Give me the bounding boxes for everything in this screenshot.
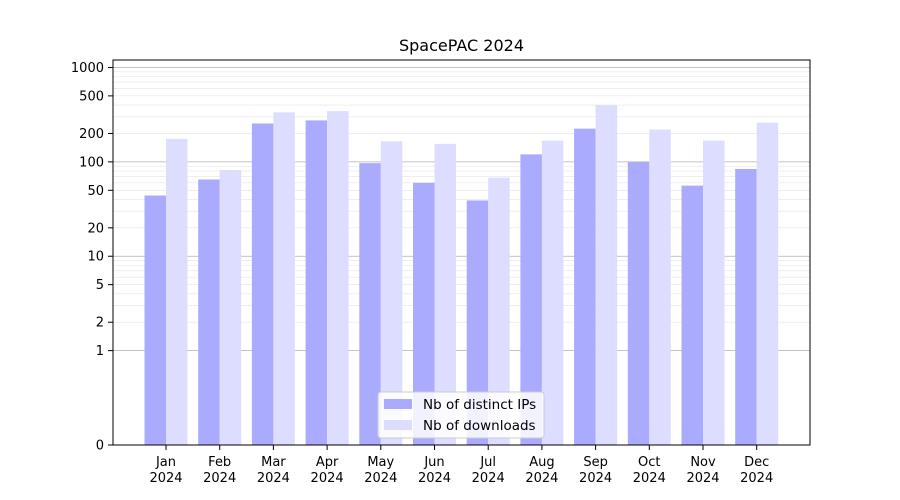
x-tick-label-month: Jul [479, 455, 496, 470]
bar-distinct-ips [198, 179, 220, 445]
bar-distinct-ips [413, 182, 435, 445]
x-tick-label-month: Jan [155, 455, 176, 470]
x-tick-label-month: Aug [529, 455, 554, 470]
bar-distinct-ips [251, 123, 274, 446]
bar-downloads [327, 111, 349, 446]
x-tick-label-month: Nov [690, 455, 716, 470]
x-tick-label-year: 2024 [686, 471, 719, 486]
x-tick-label-month: Dec [744, 455, 769, 470]
x-tick-label-year: 2024 [579, 471, 612, 486]
bar-distinct-ips [305, 120, 328, 445]
plot-frame [112, 59, 811, 446]
legend-label: Nb of downloads [423, 418, 536, 434]
x-tick-label-month: Mar [261, 455, 286, 470]
y-tick-label: 50 [87, 184, 104, 199]
y-axis: 0 1 2 5 10 20 50 100 200 500 1000 [71, 61, 113, 454]
legend: Nb of distinct IPs Nb of downloads [377, 391, 545, 439]
legend-swatch [384, 420, 412, 430]
bar-downloads [756, 122, 779, 446]
legend-box [377, 391, 545, 439]
y-tick-label: 500 [79, 89, 104, 104]
x-tick-label-month: Feb [208, 455, 231, 470]
y-tick-label: 200 [79, 127, 104, 142]
bar-downloads [434, 143, 456, 445]
y-tick-label: 100 [79, 155, 104, 170]
bar-downloads [595, 105, 618, 446]
bar-distinct-ips [466, 200, 489, 445]
bar-downloads [488, 177, 510, 446]
bar-downloads [166, 138, 188, 445]
x-tick-label-year: 2024 [633, 471, 666, 486]
x-tick-label-month: Oct [638, 455, 660, 470]
x-tick-label-year: 2024 [149, 471, 182, 486]
y-tick-label: 1000 [71, 61, 104, 76]
bar-distinct-ips [627, 161, 650, 445]
legend-swatch [384, 399, 412, 409]
chart-title: SpacePAC 2024 [399, 36, 524, 55]
y-tick-label: 10 [87, 250, 104, 265]
bar-distinct-ips [681, 185, 703, 445]
legend-label: Nb of distinct IPs [423, 397, 536, 413]
bar-distinct-ips [574, 128, 596, 446]
y-tick-label: 1 [96, 344, 104, 359]
y-tick-label: 5 [96, 278, 104, 293]
bar-downloads [649, 129, 671, 446]
x-tick-label-month: Sep [583, 455, 608, 470]
y-tick-label: 2 [96, 316, 104, 331]
x-axis: Jan2024Feb2024Mar2024Apr2024May2024Jun20… [149, 445, 773, 486]
x-tick-label-year: 2024 [525, 471, 558, 486]
bar-downloads [273, 112, 295, 446]
x-tick-label-month: May [367, 455, 394, 470]
bars [144, 105, 779, 446]
x-tick-label-year: 2024 [472, 471, 505, 486]
bar-distinct-ips [144, 195, 166, 445]
x-tick-label-year: 2024 [257, 471, 290, 486]
x-tick-label-month: Apr [316, 455, 339, 470]
bar-distinct-ips [520, 154, 542, 445]
x-tick-label-year: 2024 [364, 471, 397, 486]
bar-downloads [380, 141, 403, 446]
y-tick-label: 20 [87, 221, 104, 236]
x-tick-label-year: 2024 [203, 471, 236, 486]
x-tick-label-year: 2024 [418, 471, 451, 486]
bar-downloads [703, 140, 725, 445]
x-tick-label-year: 2024 [740, 471, 773, 486]
y-tick-label: 0 [96, 439, 104, 454]
bar-distinct-ips [735, 169, 757, 445]
x-tick-label-month: Jun [423, 455, 444, 470]
bar-distinct-ips [359, 163, 381, 445]
bar-downloads [219, 169, 242, 446]
x-tick-label-year: 2024 [311, 471, 344, 486]
bar-downloads [541, 140, 564, 445]
